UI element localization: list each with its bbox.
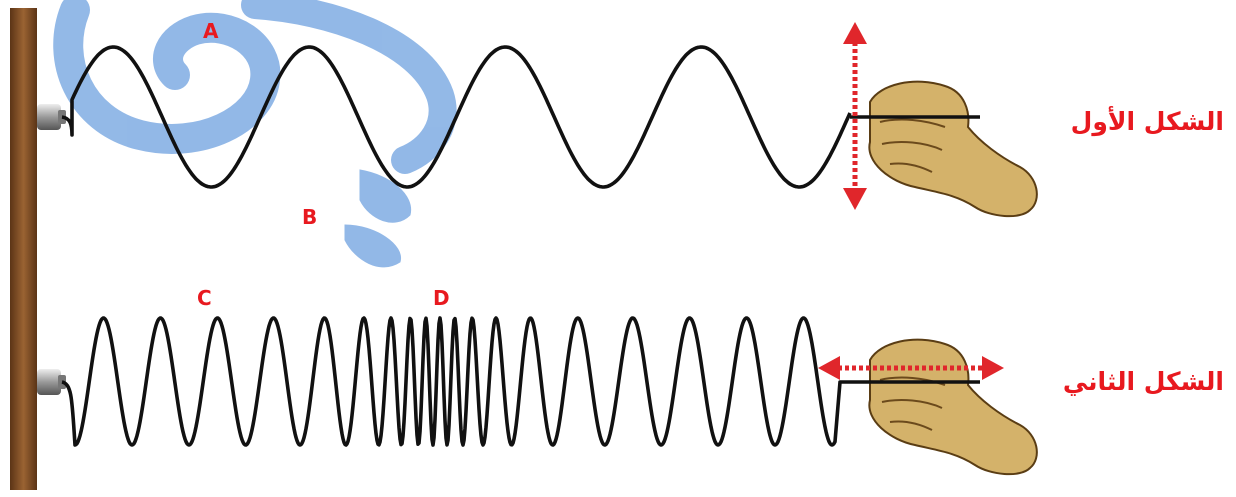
longitudinal-wave-spring bbox=[61, 316, 850, 447]
watermark-logo bbox=[53, 0, 457, 268]
figure-2-title: الشكل الثاني bbox=[1062, 367, 1224, 396]
clamp-bottom bbox=[37, 369, 66, 395]
horizontal-double-arrow-icon bbox=[818, 356, 1004, 380]
point-label-c: C bbox=[197, 286, 212, 310]
vertical-double-arrow-icon bbox=[843, 22, 867, 210]
transverse-wave-spring bbox=[61, 45, 852, 189]
point-label-d: D bbox=[433, 286, 450, 310]
point-label-a: A bbox=[203, 19, 219, 43]
point-label-b: B bbox=[302, 205, 317, 229]
figure-1-title: الشكل الأول bbox=[1070, 107, 1224, 136]
hand-icon bbox=[868, 338, 1038, 476]
hand-icon bbox=[868, 80, 1038, 218]
wall bbox=[10, 8, 37, 490]
clamp-top bbox=[37, 104, 66, 130]
